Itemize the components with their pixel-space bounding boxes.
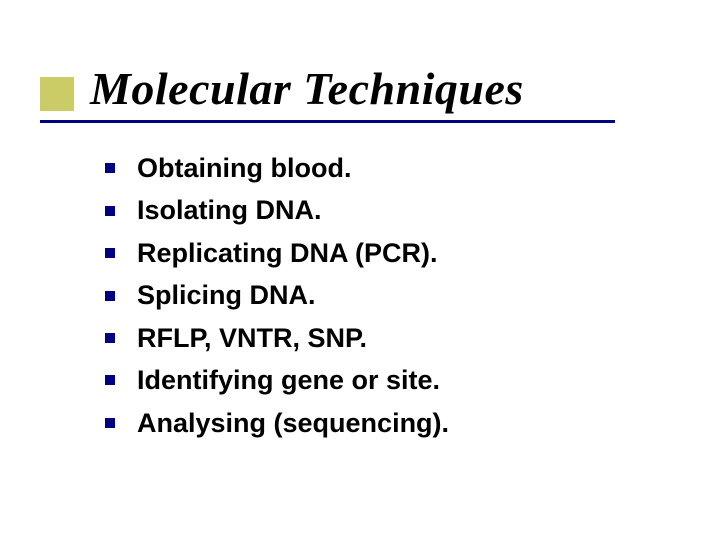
bullet-icon — [105, 206, 115, 216]
bullet-list: Obtaining blood. Isolating DNA. Replicat… — [105, 150, 449, 447]
bullet-icon — [105, 333, 115, 343]
list-item: Identifying gene or site. — [105, 362, 449, 398]
title-underline — [40, 120, 615, 123]
list-item: Splicing DNA. — [105, 277, 449, 313]
bullet-icon — [105, 163, 115, 173]
bullet-text: Splicing DNA. — [137, 277, 316, 313]
list-item: RFLP, VNTR, SNP. — [105, 320, 449, 356]
bullet-text: Replicating DNA (PCR). — [137, 235, 438, 271]
bullet-icon — [105, 248, 115, 258]
list-item: Isolating DNA. — [105, 192, 449, 228]
slide-title: Molecular Techniques — [90, 62, 524, 115]
bullet-text: Obtaining blood. — [137, 150, 351, 186]
bullet-icon — [105, 375, 115, 385]
list-item: Obtaining blood. — [105, 150, 449, 186]
bullet-text: Analysing (sequencing). — [137, 405, 449, 441]
bullet-text: Identifying gene or site. — [137, 362, 440, 398]
bullet-text: RFLP, VNTR, SNP. — [137, 320, 367, 356]
bullet-icon — [105, 291, 115, 301]
accent-square — [40, 77, 74, 111]
list-item: Analysing (sequencing). — [105, 405, 449, 441]
list-item: Replicating DNA (PCR). — [105, 235, 449, 271]
slide: Molecular Techniques Obtaining blood. Is… — [0, 0, 720, 540]
title-block: Molecular Techniques — [40, 62, 524, 115]
bullet-icon — [105, 418, 115, 428]
bullet-text: Isolating DNA. — [137, 192, 322, 228]
